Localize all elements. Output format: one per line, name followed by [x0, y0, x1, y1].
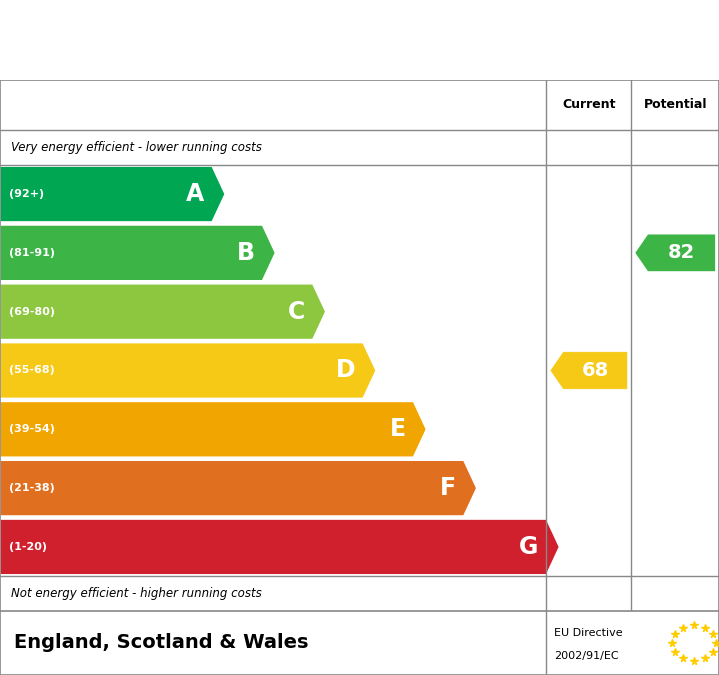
Text: E: E [390, 417, 406, 441]
Text: 2002/91/EC: 2002/91/EC [554, 651, 618, 661]
Text: Very energy efficient - lower running costs: Very energy efficient - lower running co… [11, 141, 262, 154]
Text: Current: Current [562, 99, 615, 111]
Polygon shape [0, 343, 376, 398]
Polygon shape [0, 402, 426, 457]
Text: (39-54): (39-54) [9, 425, 55, 434]
Text: Not energy efficient - higher running costs: Not energy efficient - higher running co… [11, 587, 262, 600]
Text: Energy Efficiency Rating: Energy Efficiency Rating [14, 27, 434, 56]
Text: (1-20): (1-20) [9, 542, 47, 552]
Text: G: G [519, 535, 539, 559]
Polygon shape [635, 234, 715, 271]
Polygon shape [0, 460, 477, 516]
Polygon shape [0, 284, 326, 340]
Text: England, Scotland & Wales: England, Scotland & Wales [14, 633, 309, 653]
Text: EU Directive: EU Directive [554, 628, 622, 639]
Text: F: F [440, 476, 456, 500]
Text: Potential: Potential [644, 99, 707, 111]
Text: (55-68): (55-68) [9, 365, 55, 375]
Polygon shape [0, 166, 225, 222]
Text: (92+): (92+) [9, 189, 44, 199]
Text: B: B [237, 241, 255, 265]
Text: (81-91): (81-91) [9, 248, 55, 258]
Polygon shape [550, 352, 628, 389]
Polygon shape [0, 519, 559, 574]
Text: A: A [186, 182, 204, 206]
Text: (21-38): (21-38) [9, 483, 55, 493]
Text: 82: 82 [668, 244, 695, 263]
Text: C: C [288, 300, 305, 324]
Text: D: D [336, 358, 355, 383]
Text: 68: 68 [582, 361, 609, 380]
Polygon shape [0, 225, 275, 281]
Text: (69-80): (69-80) [9, 306, 55, 317]
